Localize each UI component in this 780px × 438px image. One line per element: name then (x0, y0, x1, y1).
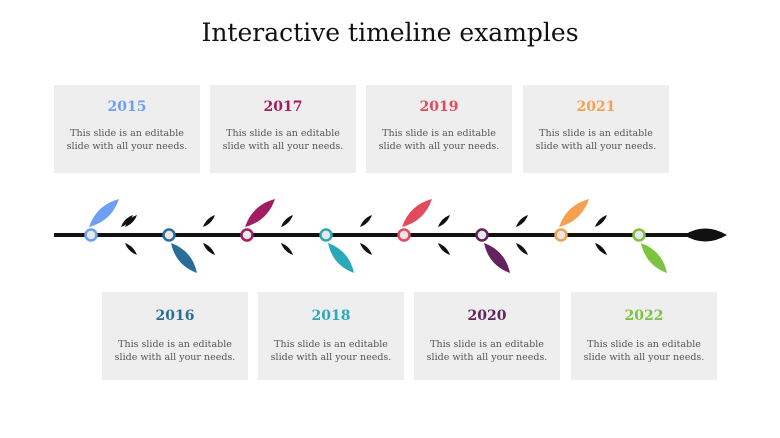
milestone-card-2019: 2019 This slide is an editable slide wit… (366, 85, 512, 173)
color-leaf-icon (89, 199, 119, 227)
milestone-year: 2018 (311, 308, 351, 324)
small-leaf-icon (125, 215, 137, 227)
color-leaf-icon (245, 199, 275, 227)
color-leaf-icon (328, 243, 354, 273)
color-leaf-icon (484, 243, 510, 273)
milestone-year: 2017 (263, 99, 303, 115)
small-leaf-icon (203, 243, 215, 255)
timeline-node-2015 (84, 228, 98, 242)
milestone-year: 2015 (107, 99, 147, 115)
milestone-card-2020: 2020 This slide is an editable slide wit… (414, 292, 560, 380)
milestone-text: This slide is an editable slide with all… (114, 339, 236, 363)
milestone-text: This slide is an editable slide with all… (270, 339, 392, 363)
timeline-node-2021 (554, 228, 568, 242)
small-leaf-icon (125, 243, 137, 255)
milestone-card-2018: 2018 This slide is an editable slide wit… (258, 292, 404, 380)
small-leaf-icon (360, 243, 372, 255)
small-leaf-icon (438, 243, 450, 255)
milestone-card-2016: 2016 This slide is an editable slide wit… (102, 292, 248, 380)
milestone-text: This slide is an editable slide with all… (426, 339, 548, 363)
slide-title: Interactive timeline examples (201, 18, 579, 47)
timeline-node-2022 (632, 228, 646, 242)
milestone-card-2021: 2021 This slide is an editable slide wit… (523, 85, 669, 173)
milestone-card-2017: 2017 This slide is an editable slide wit… (210, 85, 356, 173)
small-leaf-icon (438, 215, 450, 227)
small-leaf-icon (203, 215, 215, 227)
timeline-node-2016 (162, 228, 176, 242)
milestone-card-2022: 2022 This slide is an editable slide wit… (571, 292, 717, 380)
milestone-text: This slide is an editable slide with all… (583, 339, 705, 363)
small-leaf-icon (516, 243, 528, 255)
color-leaf-icon (402, 199, 432, 227)
small-leaf-icon (121, 215, 133, 227)
small-leaf-icon (360, 215, 372, 227)
color-leaf-icon (641, 243, 667, 273)
small-leaf-icon (281, 243, 293, 255)
timeline-node-2018 (319, 228, 333, 242)
color-leaf-icon (171, 243, 197, 273)
small-leaf-icon (281, 215, 293, 227)
color-leaf-icon (559, 199, 589, 227)
milestone-text: This slide is an editable slide with all… (222, 128, 344, 152)
milestone-text: This slide is an editable slide with all… (66, 128, 188, 152)
timeline-node-2019 (397, 228, 411, 242)
milestone-year: 2019 (419, 99, 459, 115)
end-leaf-icon (684, 228, 727, 242)
small-leaf-icon (595, 243, 607, 255)
timeline-node-2017 (240, 228, 254, 242)
milestone-year: 2021 (576, 99, 616, 115)
small-leaf-icon (595, 215, 607, 227)
milestone-year: 2022 (624, 308, 664, 324)
milestone-text: This slide is an editable slide with all… (378, 128, 500, 152)
timeline-node-2020 (475, 228, 489, 242)
milestone-card-2015: 2015 This slide is an editable slide wit… (54, 85, 200, 173)
milestone-text: This slide is an editable slide with all… (535, 128, 657, 152)
milestone-year: 2016 (155, 308, 195, 324)
small-leaf-icon (516, 215, 528, 227)
milestone-year: 2020 (467, 308, 507, 324)
